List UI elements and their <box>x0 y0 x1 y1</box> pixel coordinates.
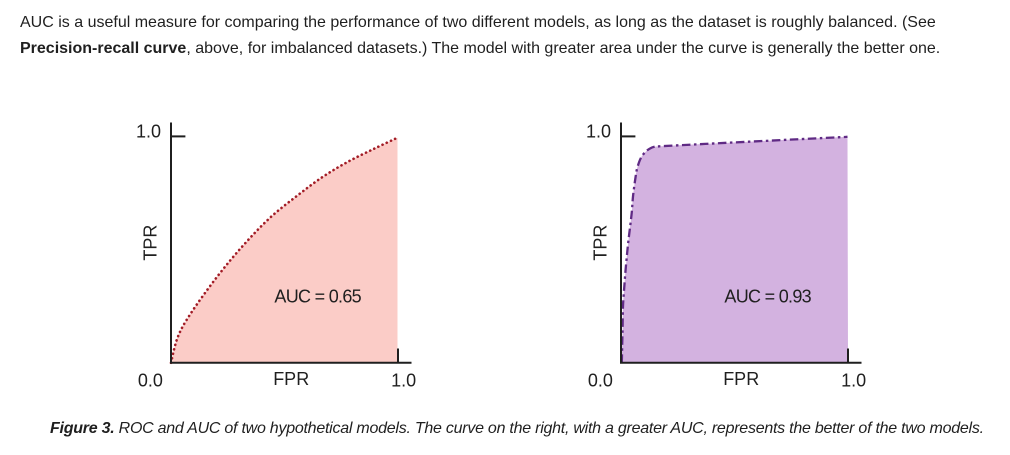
svg-text:TPR: TPR <box>590 225 610 261</box>
svg-text:0.0: 0.0 <box>588 371 613 391</box>
svg-text:1.0: 1.0 <box>391 371 416 391</box>
svg-text:1.0: 1.0 <box>136 122 161 142</box>
svg-text:AUC = 0.93: AUC = 0.93 <box>724 287 811 307</box>
svg-text:1.0: 1.0 <box>841 371 866 391</box>
svg-text:FPR: FPR <box>273 369 309 389</box>
svg-text:1.0: 1.0 <box>586 122 611 142</box>
svg-text:AUC = 0.65: AUC = 0.65 <box>274 287 361 307</box>
svg-text:0.0: 0.0 <box>138 371 163 391</box>
svg-text:TPR: TPR <box>140 225 160 261</box>
svg-text:FPR: FPR <box>723 369 759 389</box>
